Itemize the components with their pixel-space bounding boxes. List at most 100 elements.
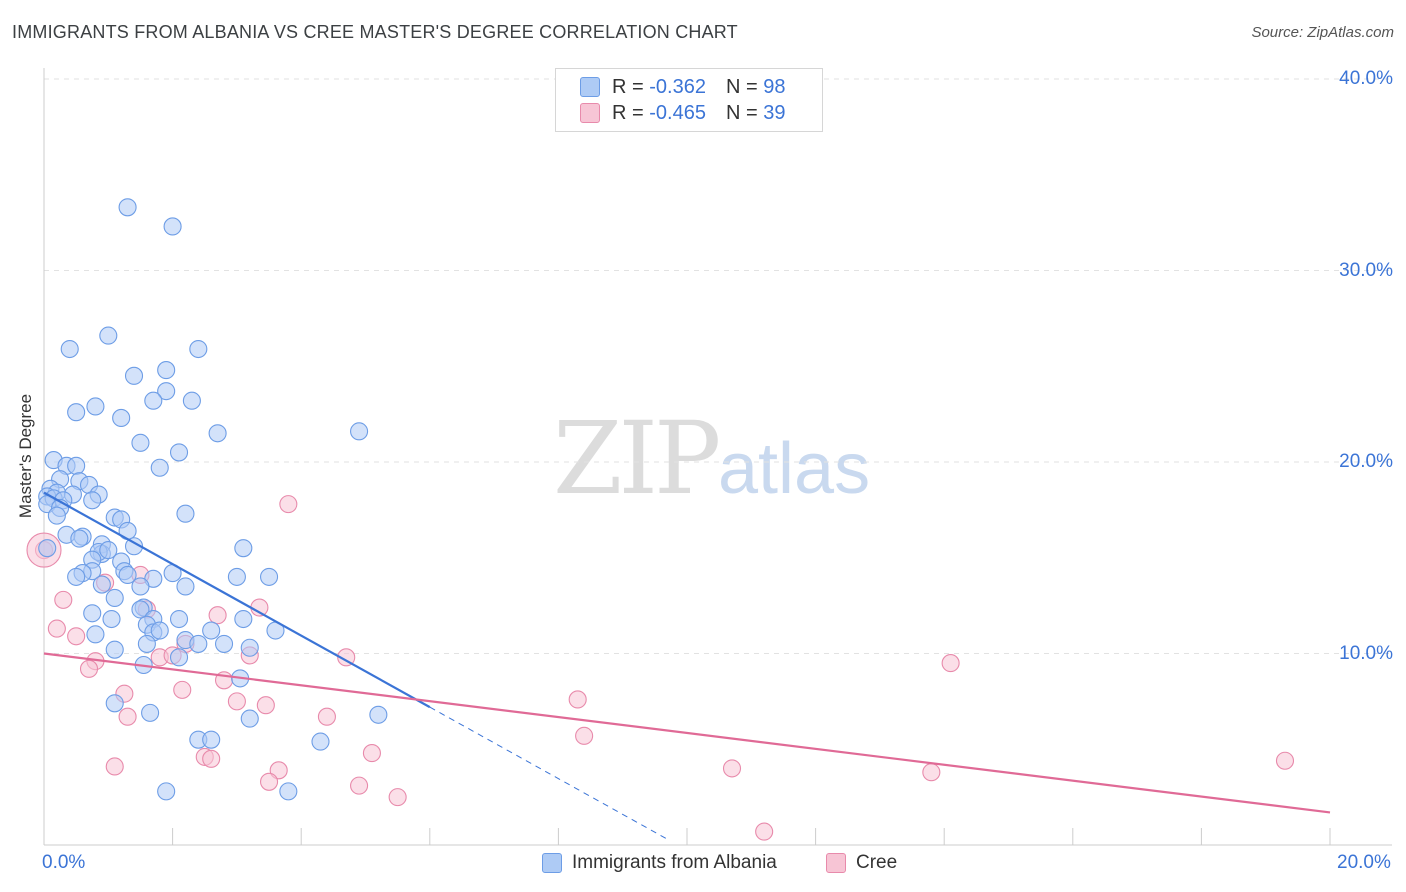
cree-point: [173, 680, 192, 699]
albania-r-value: -0.362: [649, 75, 706, 98]
cree-point: [105, 757, 124, 776]
watermark-atlas: atlas: [718, 429, 871, 509]
cree-point: [941, 654, 960, 673]
y-tick-label: 10.0%: [1339, 642, 1393, 664]
watermark-zip: ZIP: [553, 400, 721, 517]
albania-point: [259, 567, 279, 586]
albania-point: [350, 422, 369, 441]
albania-point: [67, 567, 86, 586]
legend-row-cree: R = -0.465 N = 39: [580, 100, 785, 126]
cree-point: [755, 822, 774, 841]
cree-r-value: -0.465: [649, 101, 706, 124]
grid-lines: [44, 78, 1392, 654]
albania-point: [240, 709, 259, 728]
albania-point: [189, 634, 208, 653]
albania-point: [131, 600, 150, 619]
cree-point: [54, 590, 73, 609]
albania-point: [67, 456, 86, 475]
albania-trend-extension: [429, 706, 668, 840]
albania-point: [99, 541, 118, 560]
albania-swatch: [580, 77, 600, 97]
albania-point: [369, 705, 388, 724]
cree-point: [47, 619, 66, 638]
albania-point: [70, 529, 89, 548]
cree-point: [227, 692, 246, 711]
cree-point: [350, 776, 369, 795]
legend-item-albania[interactable]: Immigrants from Albania: [542, 852, 777, 874]
albania-point: [214, 634, 234, 653]
cree-point: [362, 744, 381, 763]
albania-point: [137, 634, 156, 653]
albania-point: [131, 577, 150, 596]
chart-title: IMMIGRANTS FROM ALBANIA VS CREE MASTER'S…: [12, 22, 738, 42]
albania-point: [105, 640, 124, 659]
cree-point: [337, 648, 356, 667]
albania-point: [47, 506, 66, 525]
n-label: N =: [725, 101, 758, 124]
cree-points: [26, 495, 1295, 841]
cree-point: [79, 659, 99, 678]
source-credit: Source: ZipAtlas.com: [1251, 24, 1394, 41]
albania-point: [38, 539, 57, 558]
albania-point: [105, 694, 124, 713]
cree-point: [722, 759, 742, 778]
albania-point: [118, 198, 137, 217]
albania-point: [157, 382, 176, 401]
y-tick-label: 30.0%: [1339, 259, 1393, 281]
albania-point: [105, 588, 124, 608]
albania-point: [141, 703, 160, 722]
albania-point: [99, 326, 118, 345]
albania-point: [163, 217, 182, 236]
albania-point: [124, 366, 144, 385]
albania-point: [279, 782, 298, 801]
legend-item-cree[interactable]: Cree: [826, 852, 897, 874]
y-tick-label: 40.0%: [1339, 68, 1393, 89]
albania-point: [60, 339, 79, 359]
cree-point: [202, 749, 221, 768]
albania-point: [169, 648, 189, 667]
albania-points: [38, 198, 388, 801]
albania-point: [202, 730, 221, 749]
cree-trend-line: [43, 652, 1331, 814]
cree-swatch: [580, 103, 600, 123]
albania-point: [118, 565, 137, 585]
albania-point: [112, 408, 131, 428]
albania-point: [182, 391, 201, 410]
cree-point: [256, 696, 275, 715]
cree-point: [575, 726, 594, 745]
axes: [43, 68, 1392, 846]
cree-point: [67, 627, 86, 646]
cree-point: [568, 690, 587, 709]
albania-point: [102, 609, 121, 629]
albania-point: [150, 621, 169, 640]
cree-point: [1275, 751, 1295, 770]
albania-point: [240, 638, 259, 657]
albania-point: [227, 567, 246, 586]
albania-legend-swatch: [542, 853, 562, 873]
albania-point: [176, 504, 195, 523]
r-label: R =: [612, 75, 644, 98]
n-label: N =: [725, 75, 758, 98]
albania-point: [150, 458, 169, 477]
albania-point: [234, 539, 253, 558]
albania-point: [144, 391, 163, 410]
albania-point: [311, 732, 330, 751]
r-label: R =: [612, 101, 644, 124]
correlation-legend: R = -0.362 N = 98 R = -0.465 N = 39: [555, 68, 823, 132]
cree-legend-swatch: [826, 853, 846, 873]
albania-point: [83, 491, 102, 510]
albania-point: [86, 397, 105, 416]
albania-point: [234, 609, 253, 629]
albania-point: [157, 782, 176, 801]
albania-point: [92, 575, 111, 594]
x-tick-min: 0.0%: [42, 852, 86, 873]
albania-legend-label: Immigrants from Albania: [572, 852, 777, 873]
cree-point: [259, 772, 279, 791]
albania-point: [169, 609, 189, 629]
albania-point: [67, 403, 86, 422]
albania-n-value: 98: [763, 75, 786, 98]
albania-point: [131, 433, 150, 452]
albania-point: [83, 604, 102, 623]
albania-point: [189, 339, 208, 359]
